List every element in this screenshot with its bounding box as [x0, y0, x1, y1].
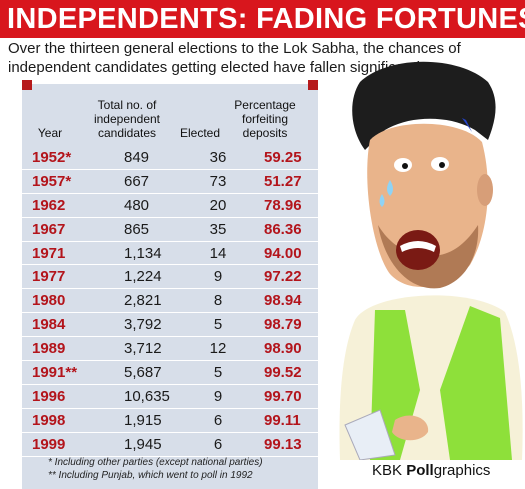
column-header-line: candidates	[97, 126, 157, 140]
table-row: 1977 1,224 9 97.22	[22, 264, 318, 290]
elected-cell: 73	[190, 169, 246, 194]
column-header-line: Elected	[179, 126, 221, 140]
footnote: * Including other parties (except nation…	[48, 457, 263, 468]
year-cell: 1967	[22, 217, 100, 242]
forfeit-pct-cell: 99.11	[246, 408, 318, 433]
cartoon-man-illustration	[339, 61, 523, 460]
forfeit-pct-cell: 98.94	[246, 288, 318, 314]
column-header-line: Total no. of	[97, 98, 157, 112]
column-header-elected: Elected	[172, 126, 228, 140]
year-cell: 1957*	[22, 169, 100, 194]
cartoon-tear	[379, 194, 385, 207]
subhead-line: Over the thirteen general elections to t…	[8, 40, 461, 57]
elected-cell: 12	[190, 336, 246, 362]
candidates-cell: 480	[100, 193, 190, 218]
elected-cell: 5	[190, 312, 246, 338]
elections-table: 1952* 849 36 59.25 1957* 667 73 51.27 1962 480 20 7…	[22, 146, 318, 457]
table-row: 1967 865 35 86.36	[22, 217, 318, 242]
credit-prefix: KBK	[372, 462, 407, 479]
footnote: ** Including Punjab, which went to poll …	[48, 470, 253, 481]
candidates-cell: 3,712	[100, 336, 190, 362]
column-header-line: deposits	[242, 126, 288, 140]
table-row: 1989 3,712 12 98.90	[22, 336, 318, 362]
year-cell: 1977	[22, 264, 100, 290]
elected-cell: 6	[190, 432, 246, 457]
candidates-cell: 3,792	[100, 312, 190, 338]
column-header-line: independent	[93, 112, 161, 126]
elected-cell: 9	[190, 384, 246, 409]
cartoon-mouth	[396, 230, 440, 270]
forfeit-pct-cell: 94.00	[246, 241, 318, 266]
candidates-cell: 5,687	[100, 360, 190, 385]
year-cell: 1991**	[22, 360, 100, 385]
subhead-line: independent candidates getting elected h…	[8, 59, 428, 76]
cartoon-tear	[387, 180, 393, 196]
candidates-cell: 1,224	[100, 264, 190, 290]
forfeit-pct-cell: 98.90	[246, 336, 318, 362]
year-cell: 1996	[22, 384, 100, 409]
table-row: 1999 1,945 6 99.13	[22, 432, 318, 457]
candidates-cell: 865	[100, 217, 190, 242]
forfeit-pct-cell: 59.25	[246, 146, 318, 170]
year-cell: 1999	[22, 432, 100, 457]
table-row: 1996 10,635 9 99.70	[22, 384, 318, 409]
forfeit-pct-cell: 98.79	[246, 312, 318, 338]
elected-cell: 20	[190, 193, 246, 218]
footnotes: * Including other parties (except nation…	[48, 456, 263, 482]
year-cell: 1971	[22, 241, 100, 266]
credit-suffix: graphics	[433, 462, 491, 479]
candidates-cell: 1,915	[100, 408, 190, 433]
table-row: 1962 480 20 78.96	[22, 193, 318, 218]
year-cell: 1980	[22, 288, 100, 314]
year-cell: 1989	[22, 336, 100, 362]
subhead: Over the thirteen general elections to t…	[8, 39, 508, 77]
column-header-total: Total no. of independent candidates	[82, 98, 172, 140]
column-header-year: Year	[30, 126, 70, 140]
elected-cell: 5	[190, 360, 246, 385]
candidates-cell: 10,635	[100, 384, 190, 409]
table-row: 1984 3,792 5 98.79	[22, 312, 318, 338]
panel-tab-right	[308, 80, 318, 90]
table-row: 1991** 5,687 5 99.52	[22, 360, 318, 385]
candidates-cell: 1,945	[100, 432, 190, 457]
forfeit-pct-cell: 99.52	[246, 360, 318, 385]
credit-bold: Poll	[406, 462, 434, 479]
year-cell: 1952*	[22, 146, 100, 170]
elected-cell: 9	[190, 264, 246, 290]
elected-cell: 6	[190, 408, 246, 433]
table-row: 1952* 849 36 59.25	[22, 146, 318, 170]
forfeit-pct-cell: 97.22	[246, 264, 318, 290]
forfeit-pct-cell: 51.27	[246, 169, 318, 194]
table-row: 1998 1,915 6 99.11	[22, 408, 318, 433]
cartoon-sparkle	[462, 118, 472, 132]
column-header-pct: Percentage forfeiting deposits	[228, 98, 302, 140]
cartoon-hair	[352, 61, 496, 150]
table-row: 1980 2,821 8 98.94	[22, 288, 318, 314]
elected-cell: 8	[190, 288, 246, 314]
year-cell: 1998	[22, 408, 100, 433]
elected-cell: 35	[190, 217, 246, 242]
candidates-cell: 667	[100, 169, 190, 194]
column-header-line: Percentage	[234, 98, 296, 112]
table-row: 1957* 667 73 51.27	[22, 169, 318, 194]
forfeit-pct-cell: 86.36	[246, 217, 318, 242]
forfeit-pct-cell: 99.70	[246, 384, 318, 409]
candidates-cell: 849	[100, 146, 190, 170]
panel-tab-left	[22, 80, 32, 90]
elected-cell: 36	[190, 146, 246, 170]
year-cell: 1984	[22, 312, 100, 338]
column-header-line: forfeiting	[241, 112, 289, 126]
cartoon-hand	[392, 415, 429, 441]
year-cell: 1962	[22, 193, 100, 218]
credit-line: KBK Pollgraphics	[372, 462, 490, 479]
column-header-line: Year	[37, 126, 63, 140]
candidates-cell: 2,821	[100, 288, 190, 314]
cartoon-paper	[344, 409, 396, 460]
elected-cell: 14	[190, 241, 246, 266]
table-row: 1971 1,134 14 94.00	[22, 241, 318, 266]
headline: INDEPENDENTS: FADING FORTUNES	[0, 0, 525, 38]
forfeit-pct-cell: 99.13	[246, 432, 318, 457]
candidates-cell: 1,134	[100, 241, 190, 266]
forfeit-pct-cell: 78.96	[246, 193, 318, 218]
